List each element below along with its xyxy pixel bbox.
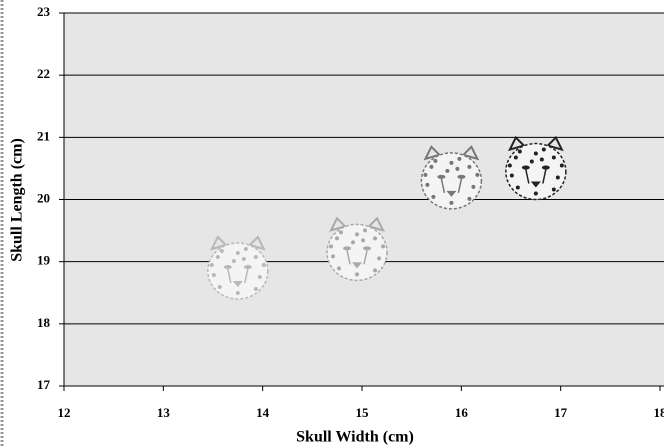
spot xyxy=(552,156,556,160)
spot xyxy=(373,268,377,272)
spot xyxy=(467,197,471,201)
x-tick-label: 16 xyxy=(455,405,469,420)
spot xyxy=(423,173,427,177)
y-tick-label: 21 xyxy=(37,128,50,143)
x-tick-label: 18 xyxy=(654,405,664,420)
spot xyxy=(516,186,520,190)
x-tick-label: 12 xyxy=(58,405,71,420)
spot xyxy=(540,158,544,162)
page: Skull Width (cm) Skull Length (cm) 17 18 1… xyxy=(0,0,664,448)
y-tick-label: 22 xyxy=(37,66,50,81)
spot xyxy=(339,230,343,234)
spot xyxy=(530,160,534,164)
spot xyxy=(258,275,262,279)
y-tick-label: 20 xyxy=(37,190,50,205)
spot xyxy=(431,195,435,199)
spot xyxy=(331,254,335,258)
spot xyxy=(254,287,258,291)
spot xyxy=(471,185,475,189)
spot xyxy=(552,188,556,192)
x-tick-label: 17 xyxy=(554,405,568,420)
spot xyxy=(355,272,359,276)
spot xyxy=(244,247,248,251)
spot xyxy=(218,285,222,289)
spot xyxy=(433,159,437,163)
spot xyxy=(510,174,514,178)
spot xyxy=(363,228,367,232)
chart: Skull Width (cm) Skull Length (cm) 17 18 1… xyxy=(0,0,664,448)
spot xyxy=(355,232,359,236)
spot xyxy=(377,256,381,260)
spot xyxy=(329,244,333,248)
spot xyxy=(236,251,240,255)
spot xyxy=(475,173,479,177)
spot xyxy=(457,157,461,161)
eye xyxy=(542,166,550,170)
eye xyxy=(457,175,465,179)
spot xyxy=(534,192,538,196)
spot xyxy=(518,150,522,154)
spot xyxy=(210,263,214,267)
spot xyxy=(220,249,224,253)
spot xyxy=(455,167,459,171)
spot xyxy=(232,259,236,263)
y-tick-label: 18 xyxy=(37,315,51,330)
y-tick-label: 19 xyxy=(37,253,51,268)
eye xyxy=(363,246,371,250)
eye xyxy=(343,246,351,250)
spot xyxy=(361,238,365,242)
spot xyxy=(216,255,220,259)
spot xyxy=(351,240,355,244)
y-tick-label: 23 xyxy=(37,4,51,19)
spot xyxy=(262,263,266,267)
spot xyxy=(449,201,453,205)
x-tick-label: 15 xyxy=(356,405,370,420)
spot xyxy=(373,236,377,240)
spot xyxy=(508,164,512,168)
spot xyxy=(445,169,449,173)
spot xyxy=(429,165,433,169)
spot xyxy=(467,165,471,169)
spot xyxy=(556,176,560,180)
spot xyxy=(212,273,216,277)
eye xyxy=(522,166,530,170)
spot xyxy=(560,164,564,168)
y-axis-title: Skull Length (cm) xyxy=(9,138,26,262)
y-tick-label: 17 xyxy=(37,377,51,392)
spot xyxy=(542,148,546,152)
spot xyxy=(381,244,385,248)
spot xyxy=(534,152,538,156)
eye xyxy=(244,265,252,269)
spot xyxy=(337,266,341,270)
x-axis-title: Skull Width (cm) xyxy=(296,429,414,446)
x-tick-label: 14 xyxy=(256,405,270,420)
spot xyxy=(514,156,518,160)
spot xyxy=(242,257,246,261)
spot xyxy=(254,255,258,259)
eye xyxy=(224,265,232,269)
spot xyxy=(425,183,429,187)
spot xyxy=(236,291,240,295)
spot xyxy=(335,236,339,240)
x-tick-label: 13 xyxy=(157,405,171,420)
spot xyxy=(449,161,453,165)
eye xyxy=(437,175,445,179)
